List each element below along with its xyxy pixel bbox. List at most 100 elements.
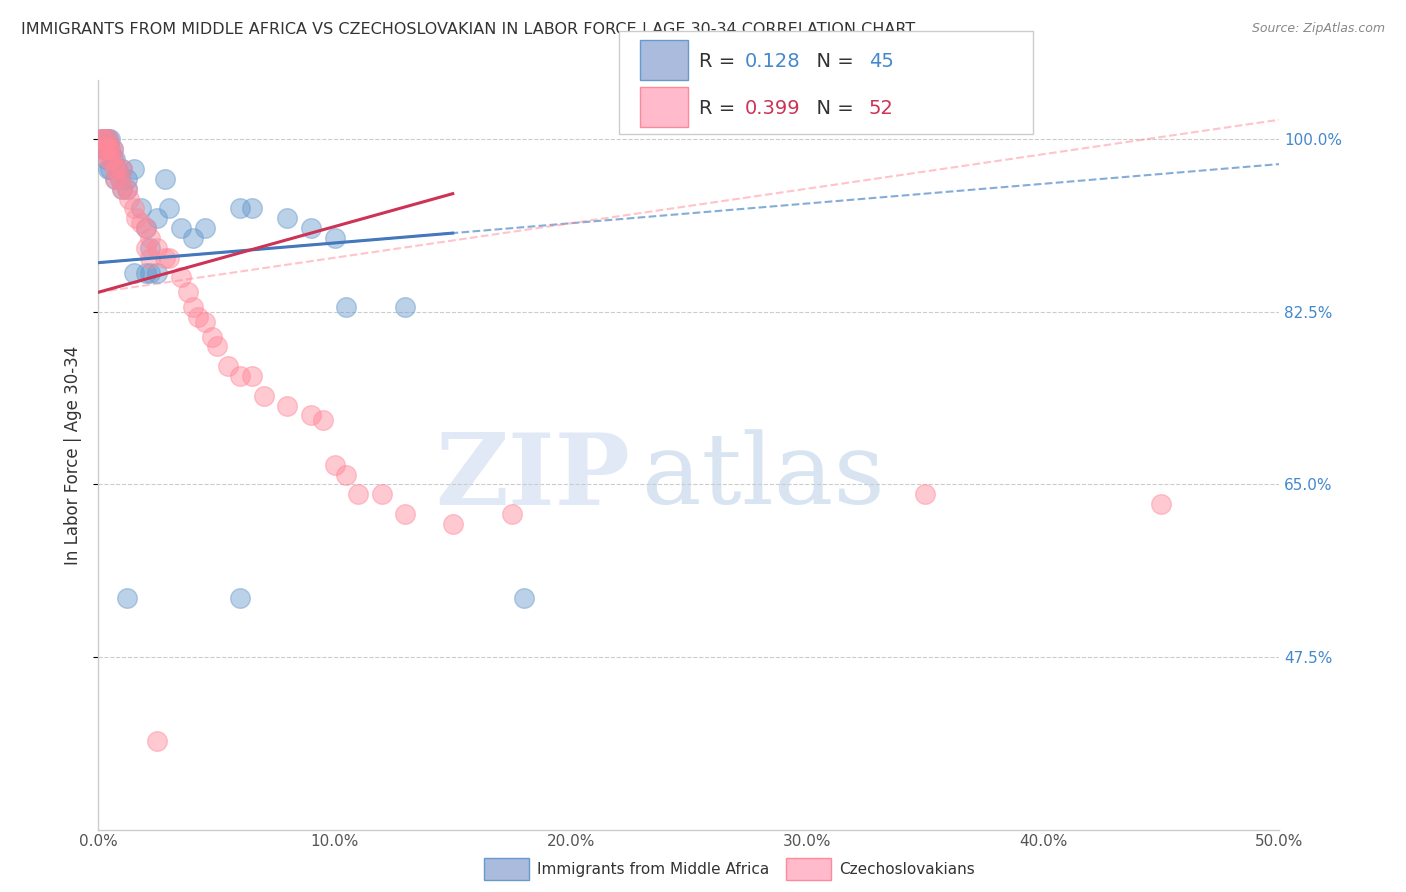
Point (153, 172, 176, 186)
Point (111, 182, 134, 196)
Y-axis label: In Labor Force | Age 30-34: In Labor Force | Age 30-34 (65, 345, 83, 565)
Point (312, 413, 335, 427)
Point (217, 359, 239, 374)
Text: R =: R = (699, 99, 741, 119)
Point (98, 142, 121, 156)
Text: IMMIGRANTS FROM MIDDLE AFRICA VS CZECHOSLOVAKIAN IN LABOR FORCE | AGE 30-34 CORR: IMMIGRANTS FROM MIDDLE AFRICA VS CZECHOS… (21, 22, 915, 38)
Point (229, 369, 252, 384)
Point (394, 300, 416, 314)
Point (122, 266, 145, 280)
Text: 52: 52 (869, 99, 894, 119)
Point (101, 152, 124, 166)
Text: N =: N = (804, 99, 860, 119)
Point (115, 591, 138, 605)
Point (94, 152, 117, 166)
Point (394, 507, 416, 521)
Point (91, 132, 114, 146)
Point (512, 591, 534, 605)
Text: atlas: atlas (641, 430, 884, 525)
Point (194, 315, 217, 329)
Point (111, 161, 134, 176)
Point (98, 132, 121, 146)
Point (201, 329, 224, 343)
Point (105, 161, 128, 176)
Point (97, 161, 120, 176)
Point (146, 211, 169, 226)
Point (91, 142, 114, 156)
Point (97, 132, 120, 146)
Point (229, 202, 252, 216)
Point (91, 132, 114, 146)
Point (104, 161, 127, 176)
Point (205, 339, 228, 353)
Point (129, 216, 152, 230)
Point (118, 192, 141, 206)
Point (347, 487, 370, 501)
Point (94, 142, 117, 156)
Point (105, 161, 128, 176)
Point (181, 231, 204, 245)
Point (97, 142, 120, 156)
Text: ZIP: ZIP (434, 429, 630, 526)
Point (97, 132, 120, 146)
Point (108, 172, 131, 186)
Point (135, 266, 157, 280)
Point (146, 241, 169, 255)
Text: 45: 45 (869, 53, 894, 71)
Point (104, 172, 127, 186)
Point (170, 221, 193, 235)
Point (90, 132, 112, 146)
Point (335, 300, 357, 314)
Point (115, 182, 138, 196)
Text: Czechoslovakians: Czechoslovakians (839, 863, 976, 877)
Point (94, 142, 117, 156)
Text: N =: N = (804, 53, 860, 71)
Point (146, 734, 169, 748)
Point (1150, 497, 1173, 511)
Point (115, 172, 138, 186)
Point (229, 591, 252, 605)
Point (98, 142, 121, 156)
Point (115, 182, 138, 196)
Point (299, 221, 322, 235)
Point (170, 270, 193, 285)
Point (187, 310, 209, 324)
Text: Immigrants from Middle Africa: Immigrants from Middle Africa (537, 863, 769, 877)
Point (104, 172, 127, 186)
Point (139, 251, 162, 265)
Point (98, 161, 121, 176)
Point (91, 142, 114, 156)
Point (276, 211, 298, 226)
Point (371, 487, 394, 501)
Point (181, 300, 204, 314)
Point (276, 399, 298, 413)
Point (101, 152, 124, 166)
Point (129, 202, 152, 216)
Point (122, 161, 145, 176)
Point (94, 132, 117, 146)
Point (240, 202, 263, 216)
Point (135, 221, 157, 235)
Point (146, 266, 169, 280)
Point (501, 507, 523, 521)
Point (299, 409, 322, 423)
Point (335, 467, 357, 482)
Point (111, 161, 134, 176)
Point (177, 285, 200, 300)
Point (97, 142, 120, 156)
Point (441, 516, 464, 531)
Text: R =: R = (699, 53, 741, 71)
Point (101, 142, 124, 156)
Point (323, 231, 346, 245)
Point (98, 152, 121, 166)
Point (240, 369, 263, 384)
Point (122, 202, 145, 216)
Point (104, 152, 127, 166)
Point (157, 202, 180, 216)
Point (153, 251, 176, 265)
Point (101, 142, 124, 156)
Point (97, 152, 120, 166)
Point (139, 231, 162, 245)
Point (194, 221, 217, 235)
Point (108, 172, 131, 186)
